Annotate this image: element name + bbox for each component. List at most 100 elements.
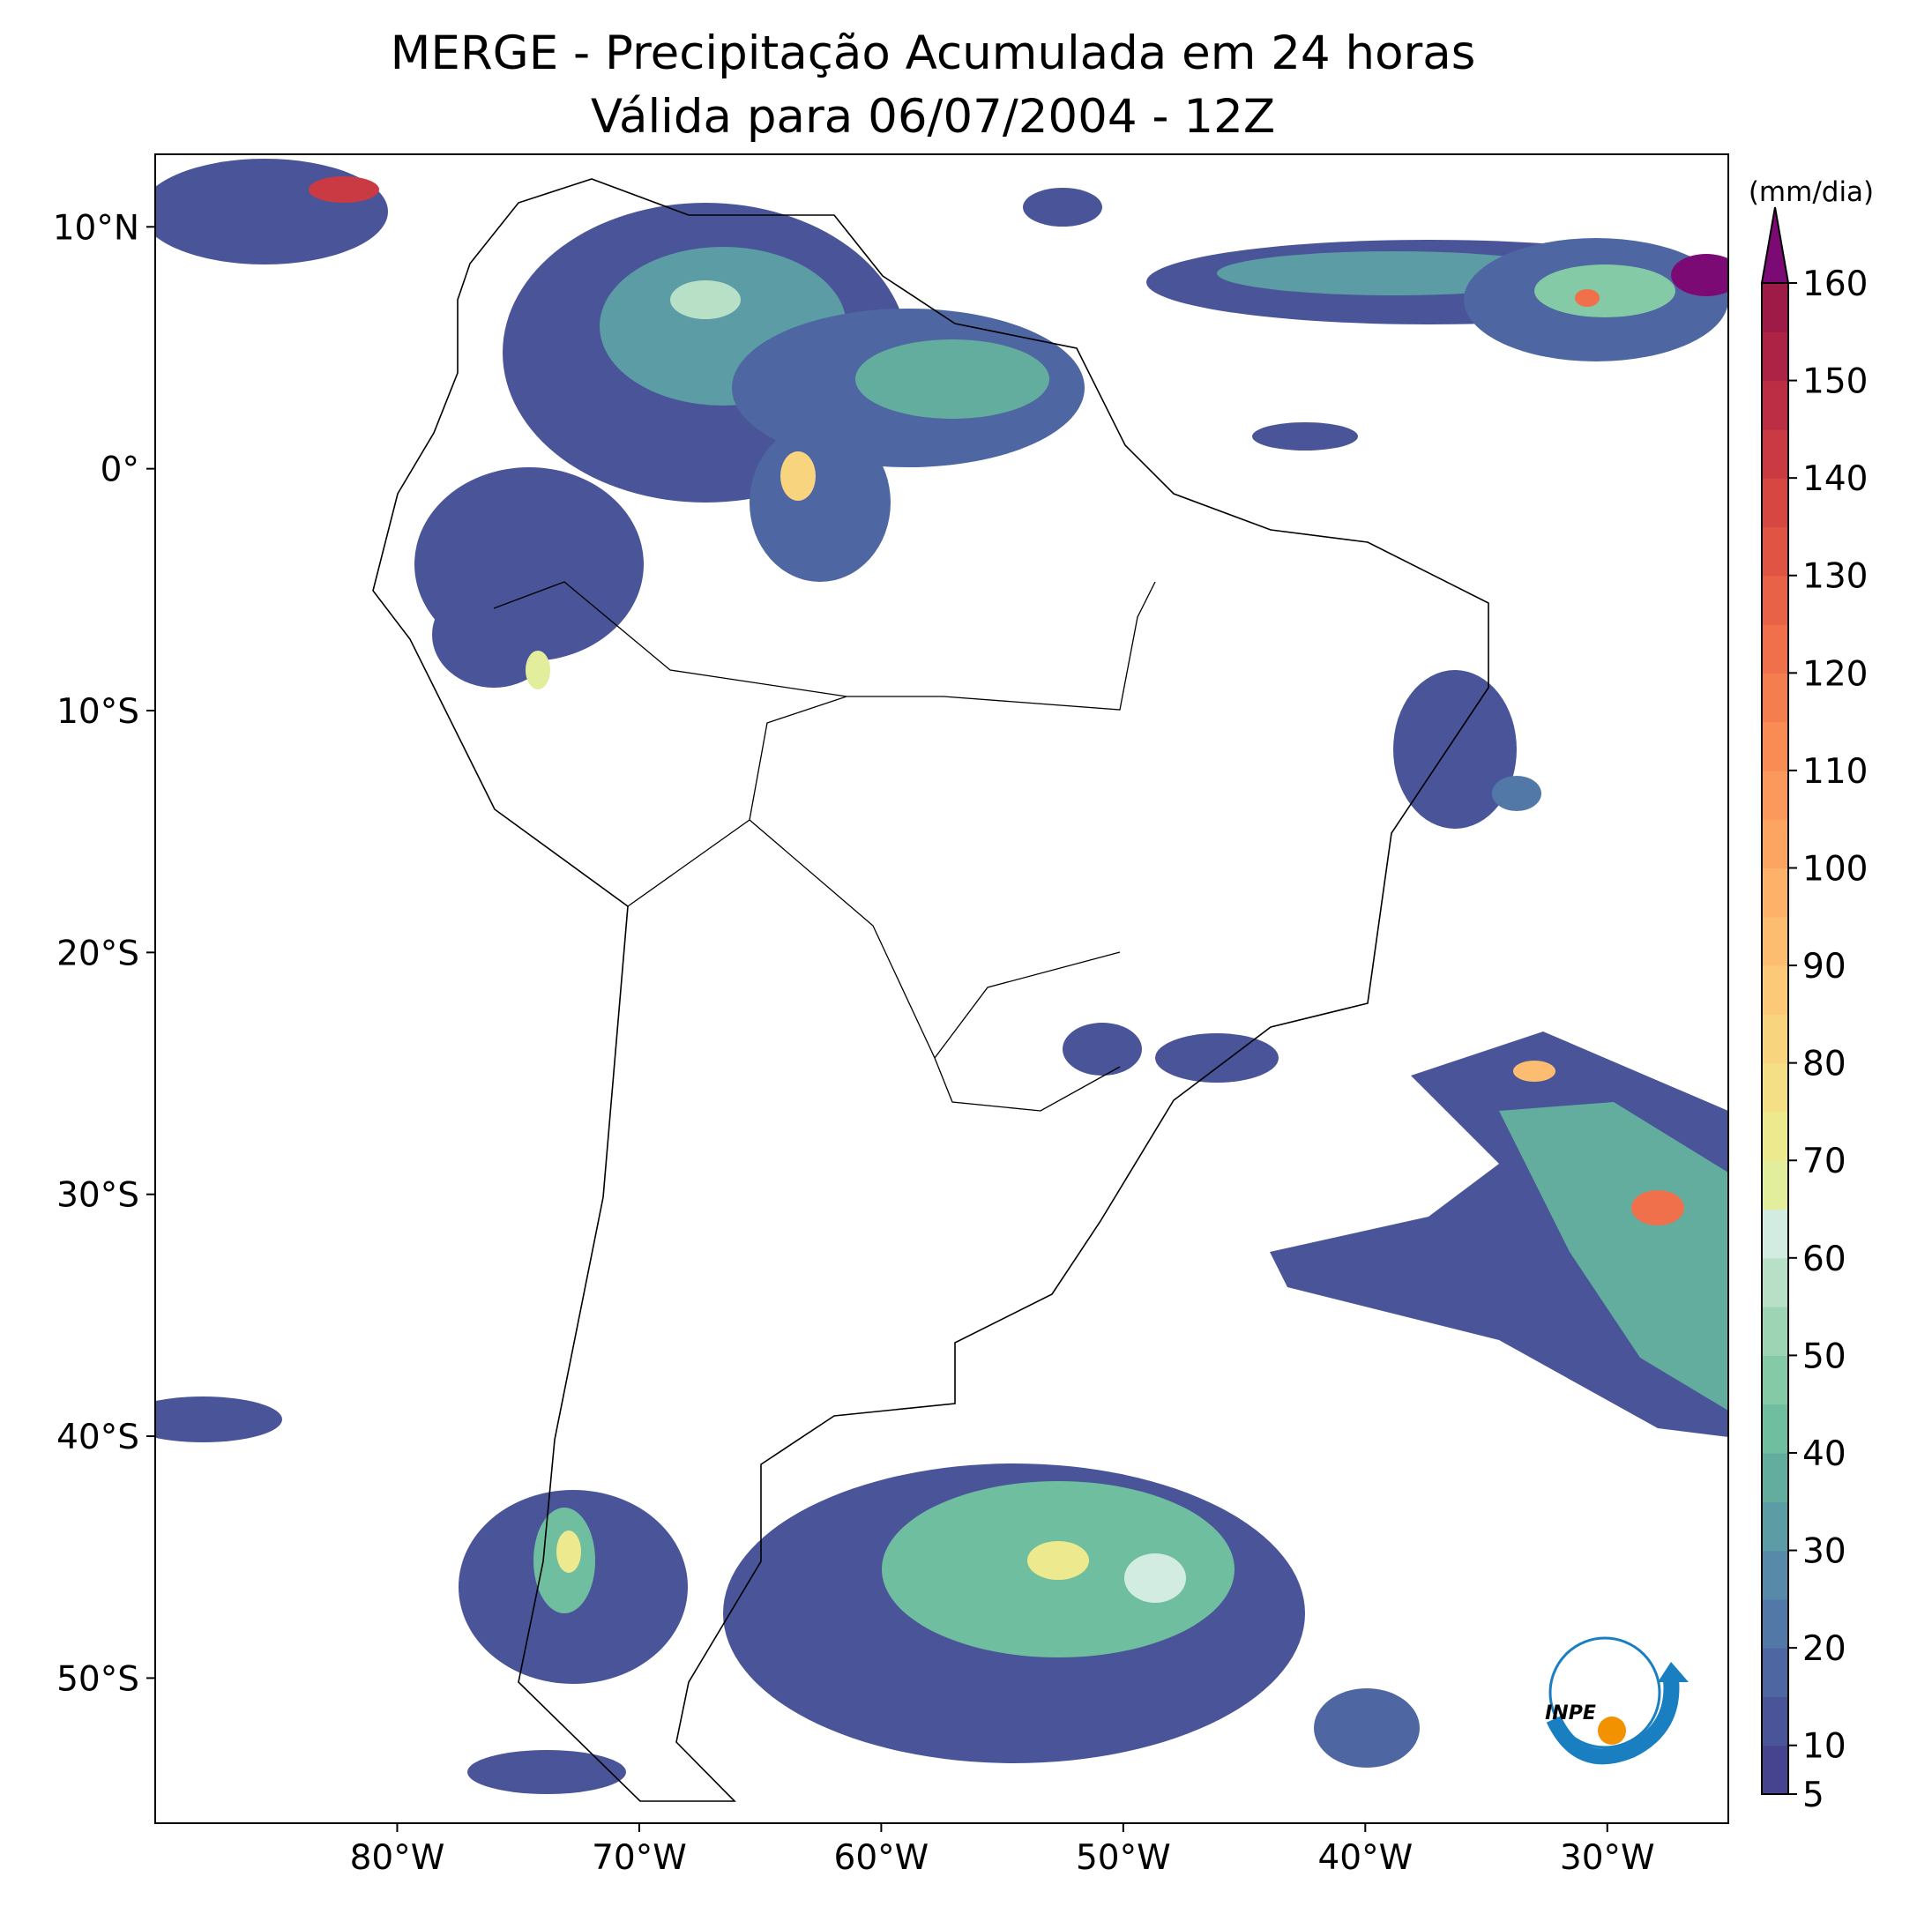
rain-area	[1513, 1061, 1555, 1082]
rain-area	[155, 1396, 282, 1442]
colorbar-band	[1762, 331, 1788, 382]
rain-area	[1063, 1023, 1142, 1076]
logo-sun	[1598, 1717, 1626, 1745]
rain-area	[855, 339, 1049, 419]
colorbar-tick-label: 160	[1802, 264, 1868, 304]
rain-area	[1631, 1190, 1684, 1225]
logo-arrow	[1546, 1679, 1680, 1765]
x-tick-label: 40°W	[1317, 1838, 1413, 1878]
coastline	[372, 178, 1489, 1802]
x-tick-label: 80°W	[350, 1838, 445, 1878]
x-tick-label: 60°W	[834, 1838, 929, 1878]
title-line: Válida para 06/07/2004 - 12Z	[591, 90, 1275, 144]
y-tick-label: 40°S	[56, 1418, 139, 1457]
logo-arrowhead	[1658, 1662, 1689, 1682]
colorbar-tick-label: 30	[1802, 1532, 1846, 1572]
colorbar-band	[1762, 1598, 1788, 1649]
colorbar-band	[1762, 1355, 1788, 1405]
x-tick-label: 70°W	[592, 1838, 687, 1878]
colorbar-tick-label: 50	[1802, 1337, 1846, 1376]
logo-text: INPE	[1545, 1702, 1596, 1724]
rain-area	[1671, 254, 1728, 296]
colorbar-extend	[1760, 206, 1790, 284]
colorbar-band	[1762, 1209, 1788, 1259]
colorbar-label: (mm/dia)	[1749, 176, 1874, 208]
rain-area	[309, 176, 379, 203]
colorbar-band	[1762, 575, 1788, 625]
rain-area	[155, 159, 388, 264]
colorbar-tick-label: 120	[1802, 654, 1868, 694]
rain-area	[1314, 1688, 1420, 1768]
colorbar-tick-label: 10	[1802, 1727, 1846, 1767]
colorbar-band	[1762, 673, 1788, 723]
colorbar-tick-label: 90	[1802, 947, 1846, 987]
rain-area	[1124, 1553, 1186, 1603]
colorbar-tick-label: 80	[1802, 1045, 1846, 1084]
colorbar-band	[1762, 770, 1788, 820]
colorbar-band	[1762, 624, 1788, 674]
rain-area	[1252, 422, 1358, 451]
rain-area	[467, 1750, 626, 1794]
logo-ring	[1548, 1636, 1661, 1749]
rain-area	[1575, 289, 1600, 307]
colorbar-band	[1762, 1111, 1788, 1161]
colorbar-band	[1762, 1550, 1788, 1600]
colorbar-band	[1762, 478, 1788, 528]
colorbar-band	[1762, 1307, 1788, 1356]
rain-area	[1393, 670, 1517, 829]
colorbar-tick-label: 110	[1802, 752, 1868, 792]
rain-area	[750, 423, 891, 582]
colorbar-tick-label: 20	[1802, 1629, 1846, 1669]
colorbar-tick-label: 60	[1802, 1240, 1846, 1279]
rain-area	[670, 280, 741, 319]
rain-area	[526, 651, 550, 689]
colorbar-tick-label: 100	[1802, 849, 1868, 889]
colorbar-tick-label: 5	[1802, 1776, 1824, 1815]
y-tick-label: 20°S	[56, 934, 139, 973]
colorbar-band	[1762, 1160, 1788, 1210]
y-tick-label: 50°S	[56, 1659, 139, 1699]
colorbar-band	[1762, 819, 1788, 869]
colorbar-band	[1762, 1257, 1788, 1307]
y-tick-label: 10°N	[53, 208, 139, 248]
colorbar-tick-label: 40	[1802, 1434, 1846, 1474]
colorbar-band	[1762, 868, 1788, 918]
rain-area	[1027, 1541, 1089, 1580]
rain-area	[1023, 188, 1102, 227]
rain-area	[556, 1530, 581, 1573]
x-tick-label: 50°W	[1076, 1838, 1171, 1878]
rain-area	[1499, 1102, 1728, 1411]
colorbar-band	[1762, 428, 1788, 479]
colorbar-band	[1762, 1648, 1788, 1698]
colorbar-band	[1762, 380, 1788, 430]
rain-area	[1155, 1033, 1279, 1083]
y-tick-label: 30°S	[56, 1176, 139, 1216]
rain-area	[432, 582, 556, 688]
title-line: MERGE - Precipitação Acumulada em 24 hor…	[391, 26, 1476, 80]
colorbar-frame	[1761, 282, 1789, 1795]
colorbar-band	[1762, 1014, 1788, 1064]
colorbar-band	[1762, 1452, 1788, 1502]
colorbar-band	[1762, 1696, 1788, 1746]
rain-area	[1534, 264, 1675, 317]
colorbar-band	[1762, 965, 1788, 1015]
colorbar-band	[1762, 526, 1788, 577]
logo: INPE	[1545, 1636, 1689, 1765]
rain-area	[780, 451, 816, 501]
precipitation-field	[155, 159, 1728, 1794]
y-tick-label: 0°	[101, 451, 139, 490]
x-tick-label: 30°W	[1560, 1838, 1655, 1878]
continent-outline	[372, 178, 1489, 1802]
colorbar-band	[1762, 916, 1788, 966]
colorbar-band	[1762, 1404, 1788, 1454]
colorbar-tick-label: 70	[1802, 1142, 1846, 1181]
y-tick-label: 10°S	[56, 692, 139, 732]
colorbar-band	[1762, 1501, 1788, 1552]
colorbar-band	[1762, 1745, 1788, 1795]
colorbar-band	[1762, 721, 1788, 771]
colorbar-tick-label: 130	[1802, 557, 1868, 597]
border-lines	[493, 581, 1156, 1112]
colorbar-band	[1762, 1062, 1788, 1113]
colorbar-tick-label: 150	[1802, 362, 1868, 402]
